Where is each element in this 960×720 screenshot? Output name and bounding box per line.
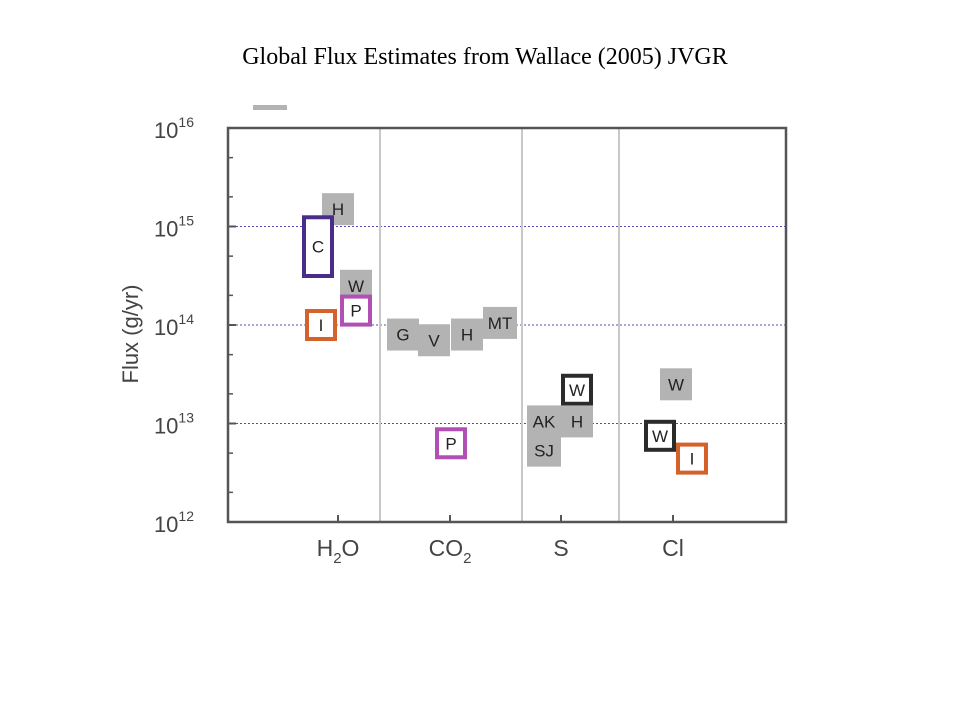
data-point-s-ak: AK — [527, 405, 561, 438]
point-label: MT — [488, 314, 513, 333]
y-tick-label: 1012 — [154, 508, 194, 537]
point-marker — [676, 442, 708, 475]
point-marker — [340, 294, 372, 327]
point-marker — [561, 373, 593, 406]
data-point-co2-h: H — [451, 318, 483, 351]
gray-legend-swatch — [253, 105, 287, 110]
point-label: H — [571, 412, 583, 431]
point-label: P — [350, 302, 361, 321]
y-axis-label: Flux (g/yr) — [118, 285, 143, 384]
point-marker — [387, 318, 419, 351]
point-marker — [305, 309, 337, 341]
axes — [226, 126, 788, 524]
x-category-label: S — [553, 535, 568, 561]
point-label: AK — [533, 412, 556, 431]
y-tick-label: 1016 — [154, 114, 194, 143]
data-point-s-h: H — [561, 405, 593, 438]
x-category-label: H2O — [317, 535, 360, 567]
point-label: W — [569, 381, 585, 400]
data-point-co2-g: G — [387, 318, 419, 351]
y-tick-label: 1015 — [154, 213, 194, 242]
data-point-cl-w: W — [644, 419, 676, 452]
data-point-co2-mt: MT — [483, 306, 517, 339]
point-label: H — [332, 200, 344, 219]
point-marker — [418, 324, 450, 357]
x-category-labels: H2O CO2 S Cl — [317, 535, 684, 567]
y-tick-label: 1013 — [154, 410, 194, 439]
point-label: W — [348, 277, 364, 296]
data-point-s-w: W — [561, 373, 593, 406]
y-axis-label-group: Flux (g/yr) — [118, 285, 143, 384]
data-point-co2-p: P — [435, 427, 467, 460]
point-marker — [644, 419, 676, 452]
point-marker — [451, 318, 483, 351]
point-label: G — [396, 326, 409, 345]
point-marker — [483, 306, 517, 339]
point-marker — [527, 434, 561, 467]
point-label: W — [668, 375, 684, 394]
data-point-h2o-p: P — [340, 294, 372, 327]
point-marker — [435, 427, 467, 460]
data-point-cl-i: I — [676, 442, 708, 475]
x-category-label: Cl — [662, 535, 684, 561]
point-label: SJ — [534, 442, 554, 461]
point-label: I — [319, 316, 324, 335]
data-point-h2o-i: I — [305, 309, 337, 341]
page-title: Global Flux Estimates from Wallace (2005… — [242, 44, 728, 70]
data-point-co2-v: V — [418, 324, 450, 357]
point-label: V — [428, 331, 440, 350]
data-point-cl-w: W — [660, 368, 692, 401]
point-label: W — [652, 427, 668, 446]
point-label: C — [312, 238, 324, 257]
point-marker — [660, 368, 692, 401]
y-tick-label: 1014 — [154, 311, 194, 340]
data-point-h2o-c: C — [302, 215, 334, 279]
point-marker — [561, 405, 593, 438]
point-label: I — [690, 450, 695, 469]
x-category-label: CO2 — [429, 535, 472, 567]
y-tick-labels: 1012 1013 1014 1015 1016 — [154, 114, 194, 537]
point-label: P — [445, 434, 456, 453]
point-label: H — [461, 326, 473, 345]
data-point-s-sj: SJ — [527, 434, 561, 467]
point-marker — [527, 405, 561, 438]
point-marker — [302, 215, 334, 279]
category-dividers — [379, 128, 620, 522]
